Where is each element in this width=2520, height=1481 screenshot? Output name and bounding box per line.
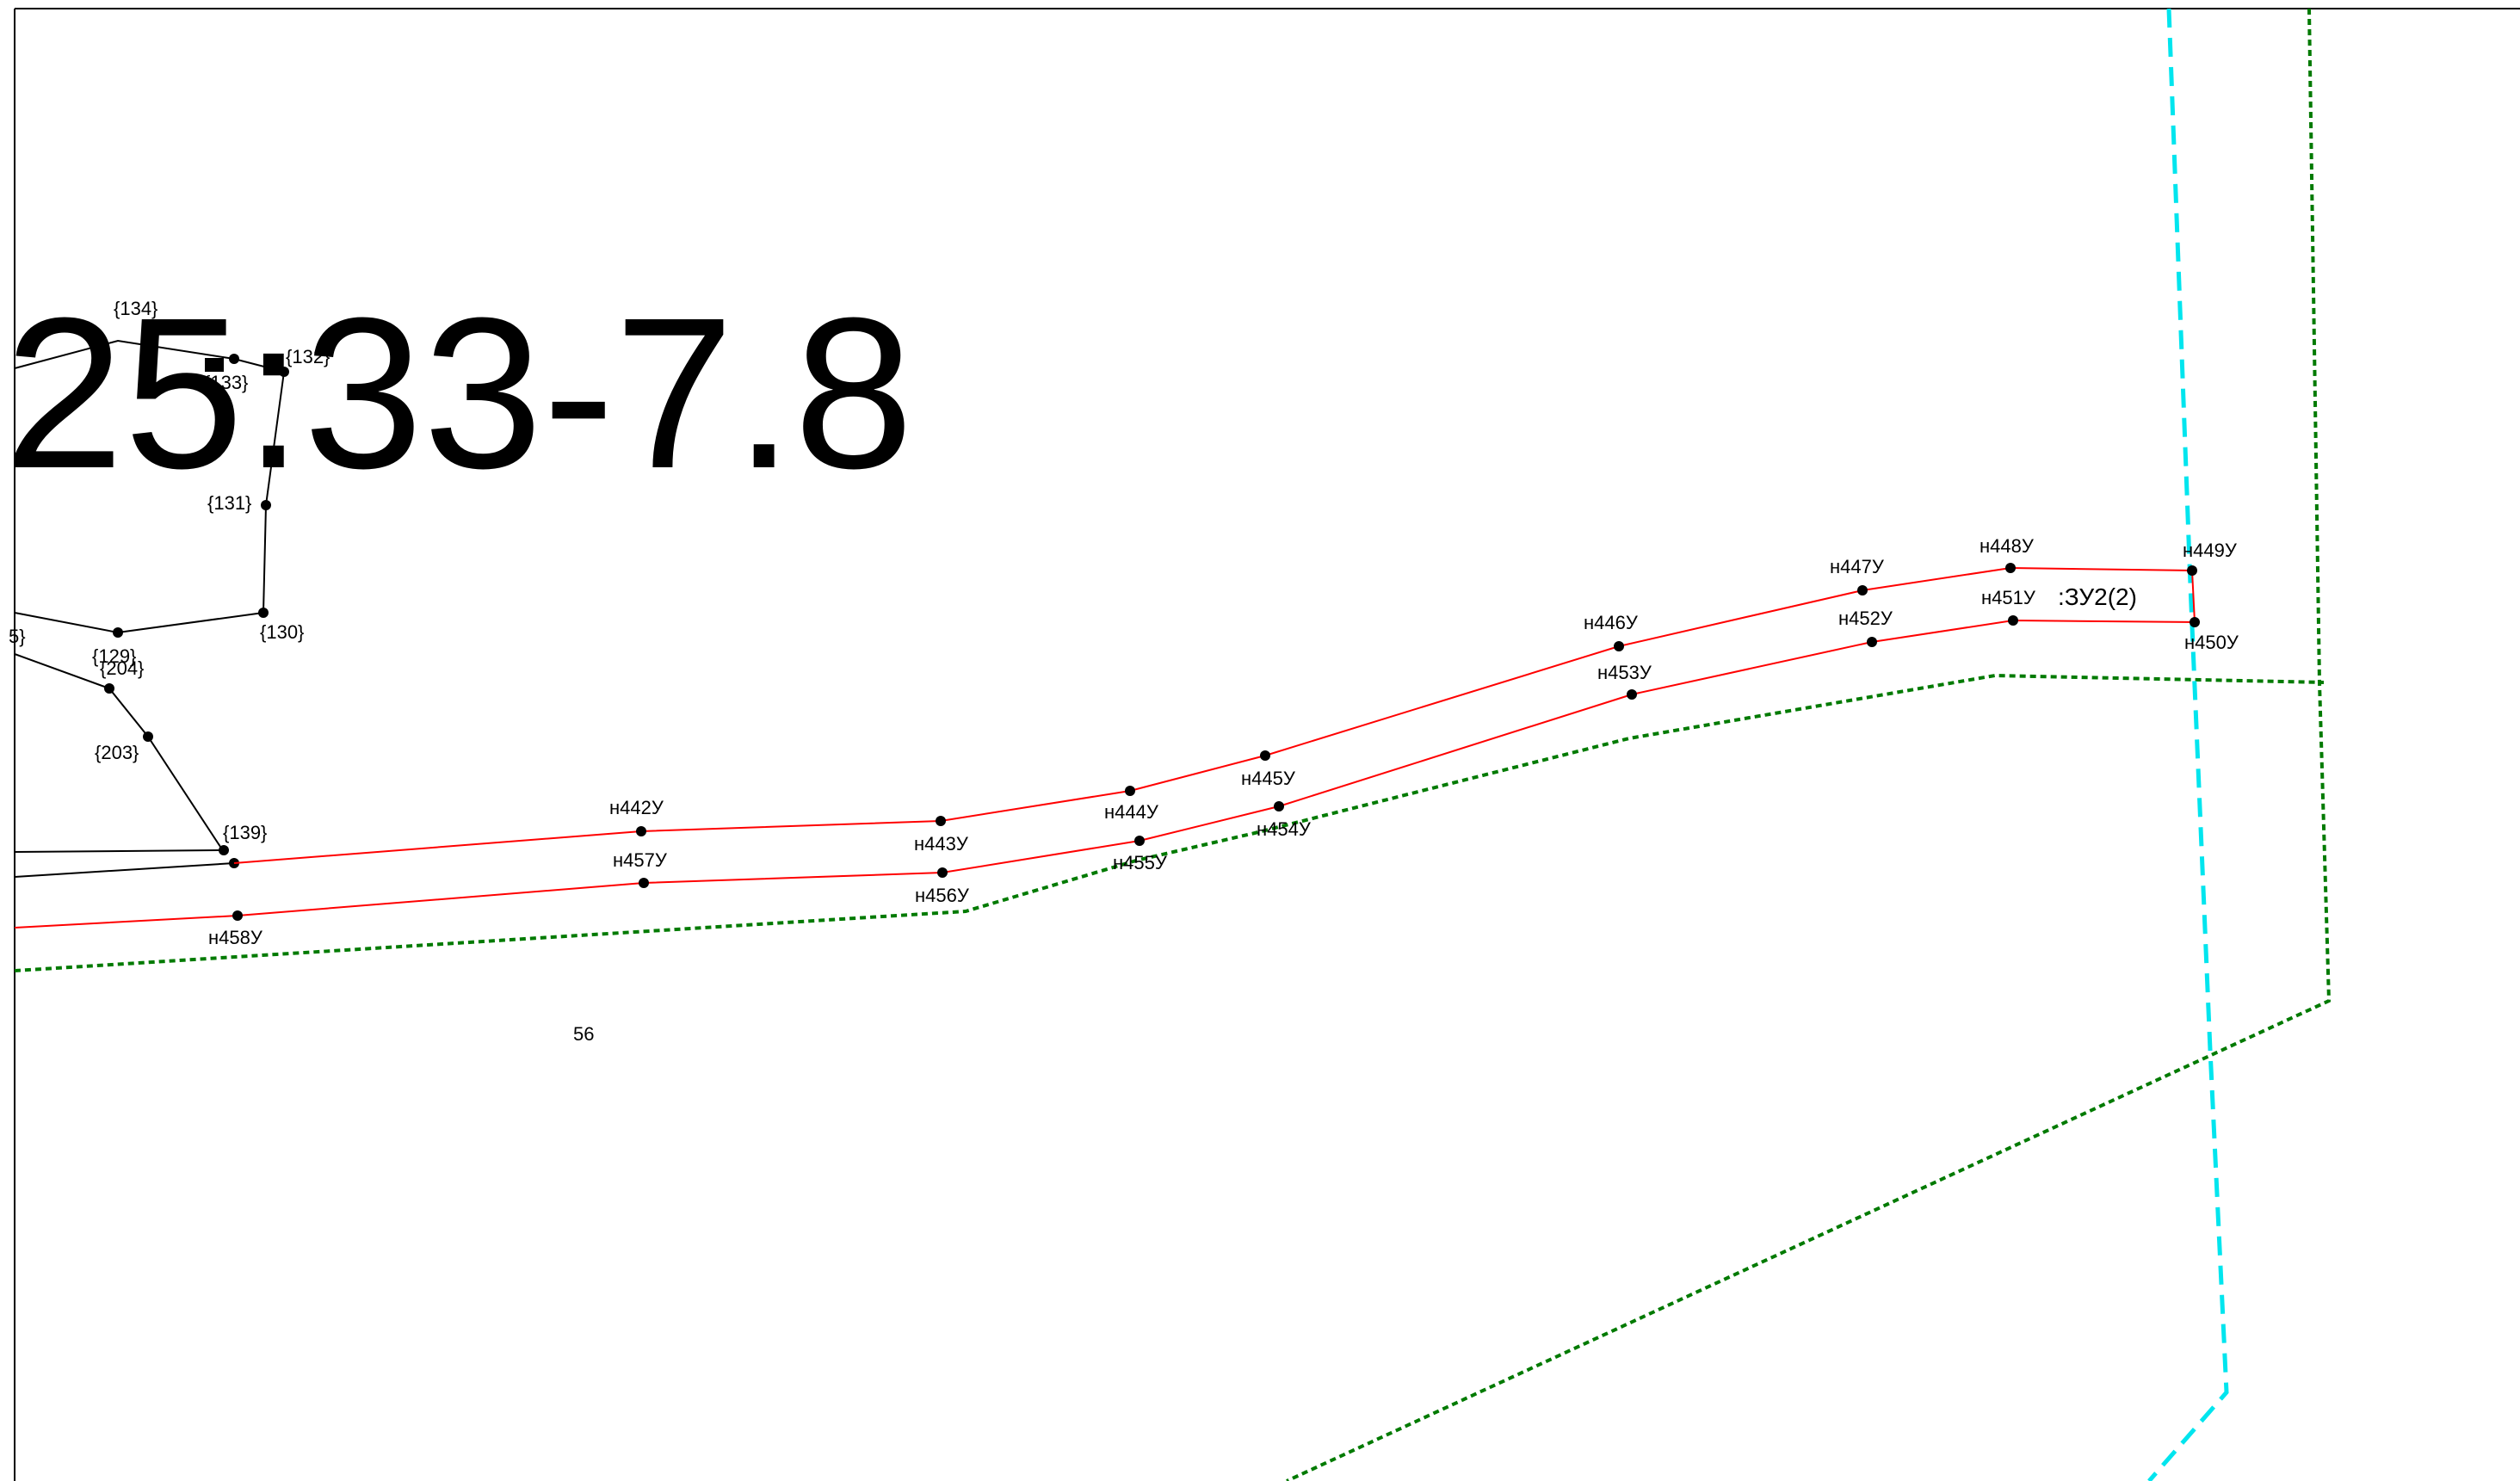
new-point-label: н458У xyxy=(208,927,263,948)
new-point-label: н445У xyxy=(1241,768,1296,789)
existing-point-label: {129} xyxy=(92,645,136,667)
new-point-markers xyxy=(232,563,2200,921)
new-point-label: н454У xyxy=(1257,818,1312,840)
existing-point-label: {204} xyxy=(100,657,144,679)
zone-boundary-right[interactable] xyxy=(1286,8,2332,1481)
new-point-label: н450У xyxy=(2184,632,2239,653)
existing-point-label: {130} xyxy=(260,621,304,643)
new-point-label: н453У xyxy=(1597,662,1652,683)
existing-point-label: {139} xyxy=(223,822,267,843)
new-point-label: н444У xyxy=(1104,801,1159,823)
new-point-label: н449У xyxy=(2183,540,2238,561)
new-point-label: н443У xyxy=(914,833,969,855)
existing-point-label: {203} xyxy=(95,742,139,763)
existing-point-label: {133} xyxy=(204,372,248,393)
new-point-label: н456У xyxy=(915,885,970,906)
new-point-label: н455У xyxy=(1113,852,1168,873)
parcel-label: :ЗУ2(2) xyxy=(2058,583,2137,610)
existing-point-label: {132} xyxy=(286,346,330,367)
new-point-label: н446У xyxy=(1584,612,1639,633)
new-point-label: н452У xyxy=(1838,608,1893,629)
new-point-label: н447У xyxy=(1830,556,1885,577)
existing-point-label: {131} xyxy=(207,492,251,514)
existing-point-label: {134} xyxy=(114,298,158,319)
new-point-label: н442У xyxy=(609,797,664,818)
cyan-boundary[interactable] xyxy=(2147,8,2229,1481)
zone-boundary-lower[interactable] xyxy=(14,673,2325,972)
new-point-label: н448У xyxy=(1980,535,2035,557)
survey-marker-square xyxy=(205,358,224,372)
cadastral-number: 25:33-7.8 xyxy=(4,273,913,513)
new-point-label: н451У xyxy=(1981,587,2036,608)
existing-point-markers xyxy=(104,354,289,868)
zone-number: 56 xyxy=(573,1023,594,1045)
existing-point-label: 5} xyxy=(9,626,26,647)
new-point-label: н457У xyxy=(613,849,668,871)
